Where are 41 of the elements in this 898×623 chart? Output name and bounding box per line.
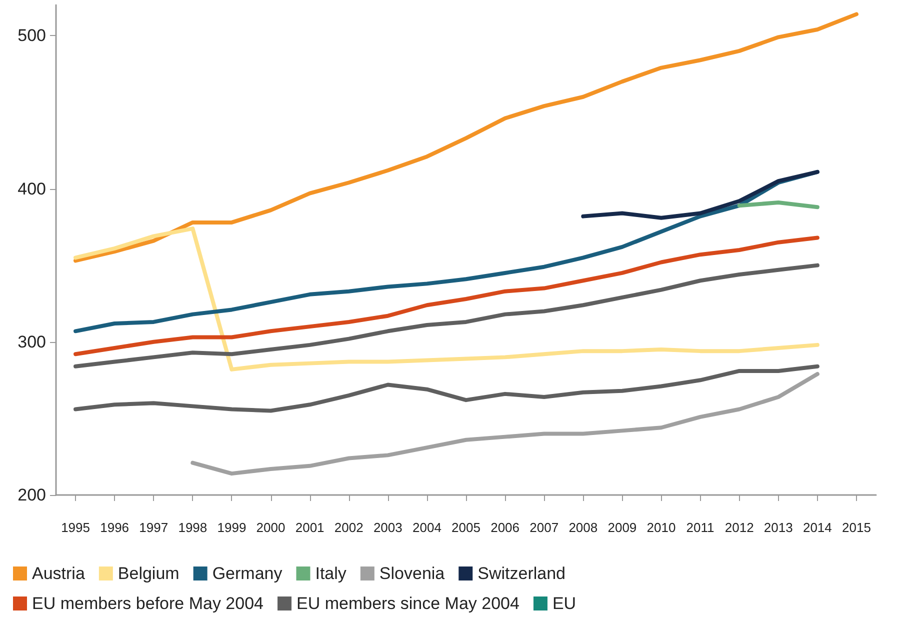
legend-label: Switzerland — [478, 564, 566, 583]
x-tick-label: 1995 — [61, 520, 90, 535]
x-tick-label: 2011 — [686, 520, 714, 535]
x-tick-label: 2013 — [764, 520, 793, 535]
legend-label: Slovenia — [379, 564, 446, 583]
y-tick-label: 400 — [18, 179, 46, 198]
x-tick-label: 2004 — [412, 520, 442, 535]
x-tick-label: 2015 — [842, 520, 871, 535]
x-tick-label: 2007 — [530, 520, 559, 535]
x-tick-label: 2002 — [334, 520, 364, 535]
x-tick-label: 2010 — [646, 520, 676, 535]
line-series — [190, 372, 820, 476]
x-tick-label: 1997 — [139, 520, 168, 535]
legend-label: Belgium — [118, 564, 180, 583]
x-tick-label: 2003 — [373, 520, 402, 535]
x-tick-label: 2012 — [724, 520, 754, 535]
x-tick-label: 2008 — [568, 520, 598, 535]
line-series — [74, 236, 820, 356]
y-tick-label: 300 — [18, 332, 46, 352]
line-series — [74, 364, 820, 413]
x-tick-label: 1998 — [178, 520, 208, 535]
legend-label: EU members before May 2004 — [32, 594, 264, 613]
legend-label: Italy — [315, 564, 347, 583]
x-tick-label: 2000 — [256, 520, 286, 535]
legend-label: EU members since May 2004 — [296, 594, 520, 613]
legend-label: Germany — [212, 564, 283, 583]
line-series — [74, 226, 820, 372]
line-series — [581, 170, 820, 220]
line-series — [74, 263, 820, 368]
x-tick-label: 2006 — [490, 520, 520, 535]
x-tick-label: 2005 — [452, 520, 480, 535]
legend-label: Austria — [32, 564, 86, 583]
legend-label: EU — [552, 594, 576, 613]
x-tick-label: 1999 — [217, 520, 246, 535]
x-tick-label: 2009 — [608, 520, 637, 535]
x-tick-label: 2001 — [295, 520, 324, 535]
line-series — [74, 12, 858, 263]
y-tick-label: 500 — [18, 26, 46, 46]
y-tick-label: 200 — [18, 486, 46, 504]
x-tick-label: 1996 — [100, 520, 130, 535]
x-tick-label: 2014 — [802, 520, 832, 535]
